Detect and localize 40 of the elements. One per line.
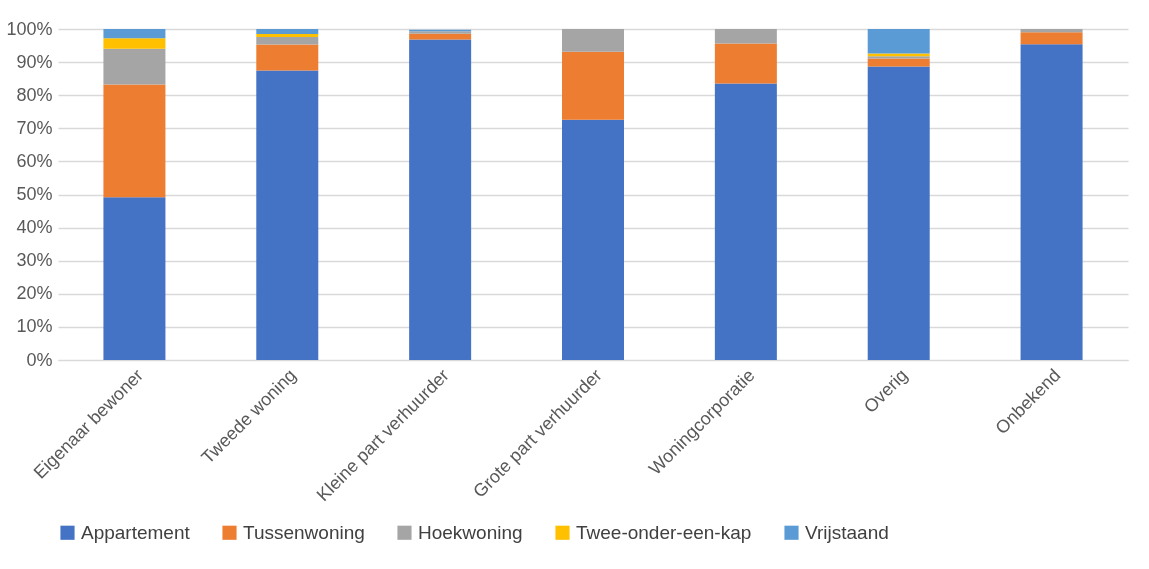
bar (1020, 32, 1083, 45)
bar (256, 70, 319, 360)
y-tick-label: 70% (16, 117, 53, 138)
bar (562, 51, 624, 120)
y-tick-label: 50% (16, 184, 53, 204)
bar (103, 197, 166, 360)
bar (256, 29, 319, 34)
bar (562, 119, 624, 360)
y-tick-label: 0% (26, 349, 53, 370)
bar (867, 58, 930, 67)
legend-label: Appartement (81, 521, 191, 543)
bar (1020, 29, 1083, 33)
legend-label: Tussenwoning (243, 521, 365, 543)
bar (103, 29, 166, 39)
bar (714, 43, 777, 84)
y-tick-label: 80% (16, 84, 53, 105)
legend-label: Vrijstaand (805, 521, 889, 543)
bar (1020, 44, 1083, 360)
legend-label: Hoekwoning (418, 521, 523, 543)
y-tick-label: 30% (16, 250, 53, 271)
bar (103, 84, 166, 198)
bar (103, 38, 166, 49)
bar (256, 33, 319, 37)
bar (409, 33, 472, 40)
bar (409, 39, 472, 360)
y-tick-label: 40% (16, 217, 53, 238)
bar (103, 48, 166, 85)
bar (867, 29, 930, 54)
bar (256, 36, 319, 45)
y-tick-label: 10% (16, 316, 53, 337)
bar (714, 83, 777, 360)
bar (714, 29, 777, 44)
y-tick-label: 100% (6, 18, 53, 39)
y-tick-label: 90% (16, 51, 53, 72)
bar (256, 44, 319, 71)
legend-label: Twee-onder-een-kap (576, 521, 752, 543)
bar (562, 29, 624, 52)
bar (867, 66, 930, 360)
y-tick-label: 60% (16, 150, 53, 171)
y-tick-label: 20% (16, 283, 53, 304)
